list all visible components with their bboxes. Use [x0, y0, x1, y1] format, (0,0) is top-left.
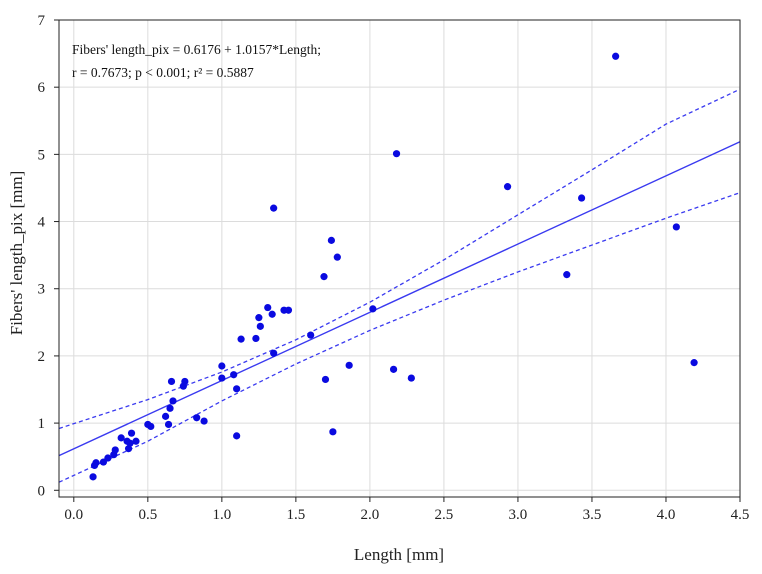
- y-tick-label: 1: [38, 416, 46, 432]
- data-point: [166, 404, 174, 412]
- data-point: [321, 375, 330, 384]
- plot-frame: [58, 19, 741, 498]
- confidence-band: [58, 88, 741, 483]
- data-point: [167, 377, 176, 386]
- data-point: [503, 183, 512, 191]
- regression-line-group: [58, 141, 741, 457]
- x-tick-label: 4.5: [731, 507, 750, 523]
- data-point: [264, 303, 272, 312]
- data-point: [218, 362, 226, 370]
- data-point: [147, 422, 155, 431]
- data-point: [320, 273, 328, 281]
- x-tick-label: 3.5: [583, 507, 602, 523]
- x-tick-label: 3.0: [509, 507, 528, 523]
- data-point: [92, 459, 100, 467]
- data-point: [161, 412, 170, 420]
- y-tick-label: 2: [38, 349, 46, 365]
- regression-line: [58, 141, 741, 457]
- confidence-band-upper: [58, 88, 741, 430]
- data-point: [333, 253, 341, 261]
- data-point: [284, 306, 293, 314]
- data-point: [126, 439, 134, 447]
- data-point: [233, 432, 241, 440]
- x-tick-label: 2.0: [361, 507, 380, 523]
- data-point: [169, 397, 177, 405]
- x-tick-label: 4.0: [657, 507, 676, 523]
- data-point: [193, 414, 201, 422]
- data-point: [104, 454, 112, 462]
- data-point: [255, 314, 263, 322]
- data-point: [369, 305, 377, 313]
- x-tick-label: 1.5: [286, 507, 305, 523]
- data-point: [407, 374, 415, 382]
- x-axis-ticks: 0.0 0.5 1.0 1.5 2.0 2.5 3.0 3.5 4.0 4.5: [64, 497, 749, 523]
- data-point: [164, 420, 173, 429]
- data-point: [237, 335, 245, 343]
- y-tick-label: 6: [38, 80, 46, 96]
- y-tick-label: 5: [38, 147, 46, 163]
- data-point: [132, 437, 140, 445]
- data-point: [307, 331, 315, 339]
- x-tick-label: 0.0: [64, 507, 83, 523]
- data-point: [612, 52, 620, 60]
- data-point: [111, 446, 119, 454]
- data-points: [89, 52, 698, 481]
- data-point: [218, 374, 226, 382]
- data-point: [690, 359, 698, 367]
- data-point: [181, 377, 189, 386]
- annotation-line-1: Fibers' length_pix = 0.6176 + 1.0157*Len…: [72, 42, 321, 57]
- data-point: [392, 150, 401, 158]
- data-point: [563, 271, 571, 279]
- data-point: [200, 417, 208, 425]
- data-point: [389, 365, 398, 373]
- annotation-line-2: r = 0.7673; p < 0.001; r² = 0.5887: [72, 65, 254, 80]
- data-point: [230, 371, 238, 379]
- data-point: [252, 334, 260, 343]
- grid: [59, 19, 741, 497]
- y-axis-ticks: 0 1 2 3 4 5 6 7: [38, 13, 59, 499]
- data-point: [270, 204, 278, 212]
- data-point: [117, 434, 125, 442]
- data-point: [327, 236, 335, 244]
- data-point: [268, 310, 276, 318]
- data-point: [672, 223, 680, 231]
- x-tick-label: 2.5: [435, 507, 454, 523]
- y-tick-label: 4: [38, 215, 46, 231]
- data-point: [345, 361, 353, 369]
- data-point: [270, 349, 278, 357]
- y-tick-label: 0: [38, 483, 46, 499]
- data-point: [577, 194, 586, 202]
- data-point: [329, 428, 337, 436]
- y-axis-title: Fibers' length_pix [mm]: [7, 171, 26, 336]
- data-point: [233, 385, 241, 393]
- data-point: [89, 473, 97, 481]
- confidence-band-lower: [58, 192, 741, 483]
- x-tick-label: 1.0: [212, 507, 231, 523]
- x-tick-label: 0.5: [138, 507, 157, 523]
- x-axis-title: Length [mm]: [354, 545, 444, 564]
- data-point: [127, 429, 136, 437]
- y-tick-label: 7: [38, 13, 46, 29]
- y-tick-label: 3: [38, 282, 46, 298]
- data-point: [256, 322, 264, 330]
